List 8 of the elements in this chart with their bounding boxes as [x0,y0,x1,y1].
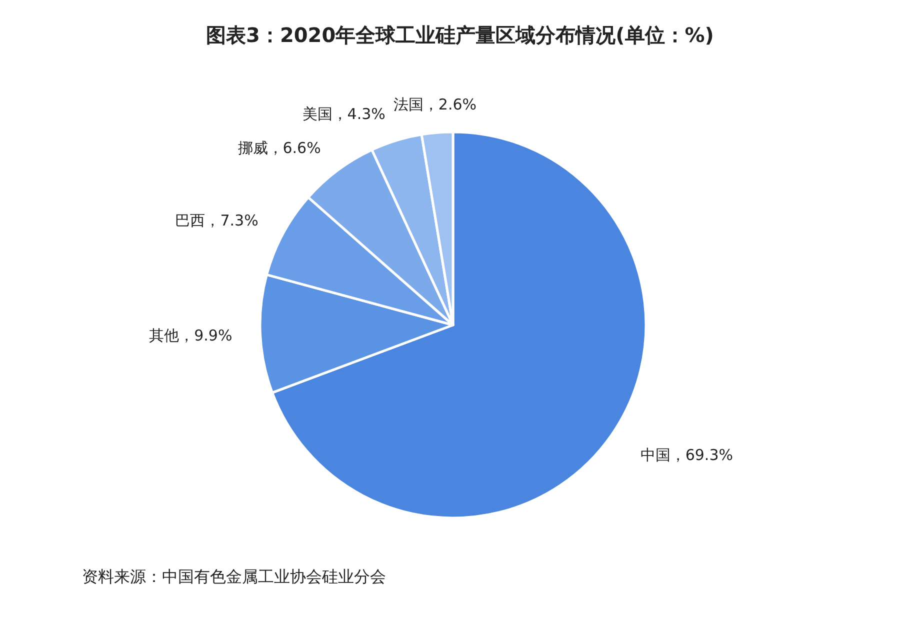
text: 资料来源：中国有色金属工业协会硅业分会 [82,567,386,586]
slice-label: 其他，9.9% [149,326,232,344]
chart-title: 图表3：2020年全球工业硅产量区域分布情况(单位：%) [206,23,714,47]
slice-label: 中国，69.3% [640,446,734,464]
slice-label: 法国，2.6% [393,96,477,114]
slice-label: 巴西，7.3% [175,211,258,230]
slice-label: 美国，4.3% [302,104,386,123]
slice-label: 挪威，6.6% [238,138,321,157]
